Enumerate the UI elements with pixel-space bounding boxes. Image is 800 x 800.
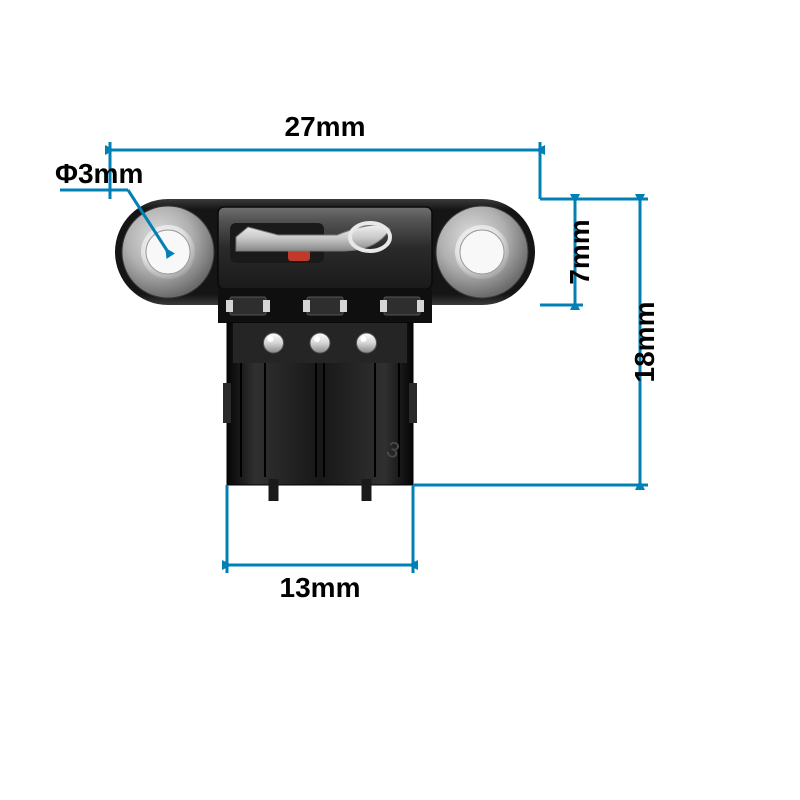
smd-pad-1 — [307, 297, 343, 315]
dim-connector-width-label: 13mm — [280, 572, 361, 603]
connector-pin-0 — [264, 333, 284, 353]
dim-top-height-label: 7mm — [564, 219, 595, 284]
dim-hole-label: Φ3mm — [55, 158, 143, 189]
connector-leg-0 — [269, 479, 279, 501]
connector-pin-1 — [310, 333, 330, 353]
connector-pin-2 — [357, 333, 377, 353]
connector-leg-2 — [362, 479, 372, 501]
dim-height-label: 18mm — [629, 302, 660, 383]
dim-width-label: 27mm — [285, 111, 366, 142]
smd-pad-0 — [230, 297, 266, 315]
smd-pad-2 — [384, 297, 420, 315]
